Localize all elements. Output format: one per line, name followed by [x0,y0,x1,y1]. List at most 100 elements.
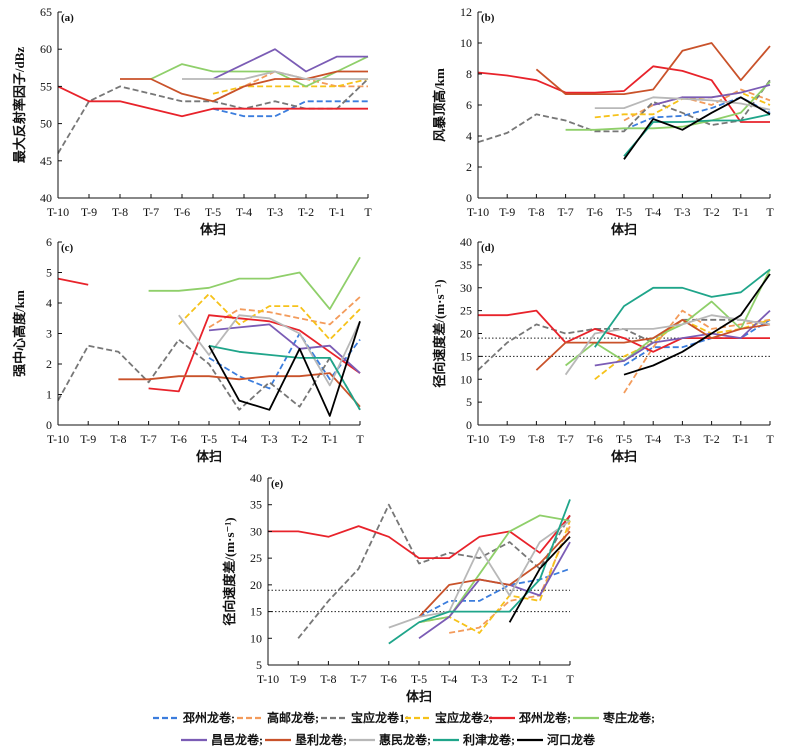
x-tick-label: T-3 [674,432,690,446]
series-line-gaoyou [208,296,361,329]
y-tick-label: 12 [460,5,472,19]
y-tick-label: 40 [250,471,262,485]
x-tick-label: T-8 [112,205,128,219]
series-line-pizhou [477,65,770,123]
series-line-lijin [594,268,771,348]
x-tick-label: T-3 [261,432,277,446]
legend-label-pizhou_d: 邳州龙卷; [182,710,235,725]
x-tick-label: T-5 [201,432,217,446]
y-tick-label: 55 [40,79,52,93]
series-line-changyi [652,84,771,106]
chart-panel-4: 0 5 10 15 20 25 30 35 40 T-10 T-9 T-8 T-7 T-6 T-5 T-4 T-… [432,235,774,464]
series-line-baoying1 [477,318,771,371]
legend-label-zaozhuang: 枣庄龙卷; [602,710,655,725]
y-tick-label: 4 [466,129,472,143]
series-line-changyi [212,48,368,80]
x-tick-label: T-8 [320,672,336,686]
x-axis-label: 体扫 [611,449,637,464]
y-tick-label: 25 [460,304,472,318]
y-tick-label: 10 [460,372,472,386]
x-tick-label: T-4 [236,205,252,219]
chart-panel-1: 40 45 50 55 60 65 T-10 T-9 T-8 T-7 T-6 T-5 T-4 T-3 T-2… [12,5,372,237]
y-tick-label: 20 [460,327,472,341]
legend-label-baoying1: 宝应龙卷1; [351,710,409,725]
x-tick-label: T-1 [322,432,338,446]
y-tick-label: 20 [250,578,262,592]
x-tick-label: T [566,672,574,686]
y-tick-label: 15 [460,349,472,363]
series-line-kenli [418,530,571,618]
x-tick-label: T-9 [290,672,306,686]
x-tick-label: T-2 [703,205,719,219]
series-line-huimin [182,70,368,80]
series-line-baoying1 [57,78,369,154]
x-tick-label: T-9 [80,432,96,446]
series-line-kenli [120,70,368,103]
x-tick-label: T-7 [557,432,573,446]
x-tick-label: T-10 [467,432,489,446]
series-line-baoying2 [178,293,361,341]
series-line-hekou [623,273,771,376]
x-tick-label: T-4 [645,432,661,446]
series-line-huimin [388,519,571,629]
x-tick-label: T-1 [733,205,749,219]
series-line-pizhou [268,514,571,559]
y-tick-label: 40 [40,191,52,205]
chart-panel-5: 5 10 15 20 25 30 35 40 T-10 T-9 T-8 T-7 T-6 T-5 T-4 T-3… [222,471,574,704]
x-axis-label: 体扫 [196,449,222,464]
y-tick-label: 6 [46,235,52,249]
y-tick-label: 60 [40,42,52,56]
series-line-kenli [535,318,771,371]
x-tick-label: T-10 [47,205,69,219]
x-tick-label: T-8 [528,432,544,446]
y-tick-label: 1 [46,388,52,402]
panel-label: (b) [481,12,495,24]
x-tick-label: T-4 [231,432,247,446]
panel-label: (c) [61,242,74,254]
x-tick-label: T-7 [350,672,366,686]
y-tick-label: 30 [460,281,472,295]
y-tick-label: 25 [250,551,262,565]
series-line-gaoyou [623,309,771,394]
x-tick-label: T [766,432,774,446]
x-tick-label: T-4 [441,672,457,686]
legend-label-pizhou: 邳州龙卷; [518,710,571,725]
x-axis-label: 体扫 [200,222,226,237]
x-tick-label: T-4 [645,205,661,219]
x-tick-label: T-2 [291,432,307,446]
x-tick-label: T-3 [267,205,283,219]
y-axis-label: 风暴顶高/km [432,68,447,142]
legend: 邳州龙卷; 高邮龙卷; 宝应龙卷1; 宝应龙卷2; 邳州龙卷; 枣庄龙卷; 昌邑龙卷; 垦利龙… [153,710,655,747]
series-line-baoying2 [594,318,771,381]
x-tick-label: T-6 [587,205,603,219]
x-axis-label: 体扫 [406,689,432,704]
y-tick-label: 2 [466,160,472,174]
x-tick-label: T-9 [499,205,515,219]
series-line-zaozhuang [150,55,369,88]
x-tick-label: T-1 [733,432,749,446]
panel-label: (d) [481,242,495,254]
x-tick-label: T [364,205,372,219]
x-tick-label: T-9 [499,432,515,446]
x-tick-label: T-7 [143,205,159,219]
series-line-huimin [594,96,771,111]
series-line-lijin [388,499,571,645]
legend-label-lijin: 利津龙卷; [463,732,515,747]
x-tick-label: T-2 [501,672,517,686]
series-line-huimin [178,314,361,387]
y-tick-label: 65 [40,5,52,19]
y-tick-label: 3 [46,327,52,341]
series-line-zaozhuang [418,514,571,624]
series-line-changyi [594,309,771,367]
y-axis-label: 最大反射率因子/dBz [12,47,27,164]
y-tick-label: 45 [40,154,52,168]
series-line-baoying1 [57,338,361,411]
x-tick-label: T-6 [171,432,187,446]
legend-label-changyi: 昌邑龙卷; [211,732,263,747]
series-line-hekou [508,536,571,623]
x-tick-label: T-9 [81,205,97,219]
y-tick-label: 2 [46,357,52,371]
y-tick-label: 8 [466,67,472,81]
legend-label-hekou: 河口龙卷 [546,732,596,747]
y-tick-label: 4 [46,296,52,310]
